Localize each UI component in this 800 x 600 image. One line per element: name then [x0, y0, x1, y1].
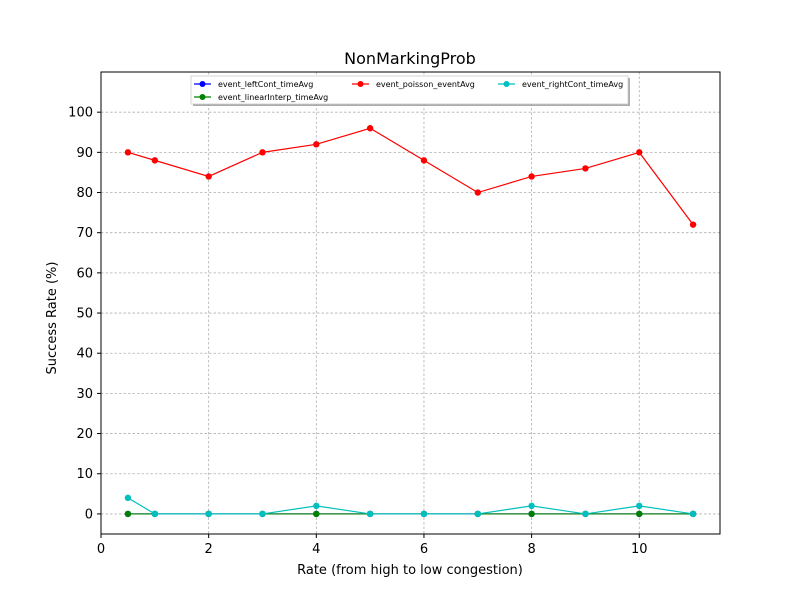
data-point: [313, 141, 320, 148]
data-point: [124, 149, 132, 156]
legend-label: event_poisson_eventAvg: [376, 80, 475, 89]
data-point: [582, 165, 589, 172]
data-point: [528, 173, 535, 180]
data-point: [582, 510, 589, 518]
data-point: [420, 510, 428, 518]
legend-label: event_linearInterp_timeAvg: [218, 93, 328, 102]
y-axis-label: Success Rate (%): [45, 262, 60, 375]
y-tick-label: 30: [76, 387, 93, 402]
legend-swatch-marker: [199, 94, 206, 100]
legend-swatch-marker: [503, 81, 510, 87]
y-tick-label: 60: [76, 266, 93, 281]
chart-title: NonMarkingProb: [344, 49, 476, 68]
legend-swatch-marker: [357, 81, 364, 87]
data-point: [689, 221, 697, 228]
legend-item: event_leftCont_timeAvg: [194, 80, 313, 89]
y-tick-label: 10: [76, 467, 93, 482]
data-point: [689, 510, 697, 518]
x-tick-label: 0: [97, 542, 105, 557]
y-tick-label: 80: [76, 186, 93, 201]
data-point: [124, 494, 132, 502]
legend-item: event_linearInterp_timeAvg: [194, 93, 328, 102]
data-point: [259, 510, 266, 518]
y-tick-label: 50: [76, 307, 93, 322]
data-point: [313, 510, 320, 518]
x-tick-label: 8: [527, 542, 535, 557]
y-tick-label: 100: [68, 106, 93, 121]
y-tick-label: 0: [85, 507, 93, 522]
series-event_rightCont_timeAvg: [124, 494, 697, 518]
series-layer: [124, 125, 697, 518]
data-point: [528, 510, 535, 518]
legend-label: event_leftCont_timeAvg: [218, 80, 313, 89]
y-tick-label: 90: [76, 146, 93, 161]
plot-frame: [100, 71, 721, 535]
x-axis-label: Rate (from high to low congestion): [297, 563, 523, 578]
legend-label: event_rightCont_timeAvg: [522, 80, 623, 89]
data-point: [474, 510, 481, 518]
x-tick-label: 6: [420, 542, 428, 557]
data-point: [636, 510, 643, 518]
legend-item: event_rightCont_timeAvg: [498, 80, 623, 89]
x-tick-label: 2: [205, 542, 213, 557]
legend: event_leftCont_timeAvg event_linearInterp…: [190, 75, 630, 106]
data-point: [313, 502, 320, 510]
series-event_poisson_eventAvg: [124, 125, 697, 228]
data-point: [366, 510, 374, 518]
data-point: [124, 510, 132, 518]
y-tick-label: 70: [76, 226, 93, 241]
y-tick-label: 20: [76, 427, 93, 442]
legend-swatch-marker: [199, 81, 206, 87]
series-line: [127, 127, 694, 226]
data-point: [420, 157, 428, 164]
legend-box: [190, 75, 629, 105]
data-point: [205, 510, 212, 518]
data-point: [636, 149, 643, 156]
legend-item: event_poisson_eventAvg: [352, 80, 475, 89]
x-tick-label: 4: [312, 542, 320, 557]
data-point: [528, 502, 535, 510]
data-point: [474, 189, 481, 196]
data-point: [636, 502, 643, 510]
data-point: [366, 125, 374, 132]
data-point: [259, 149, 266, 156]
x-tick-label: 10: [631, 542, 648, 557]
data-point: [205, 173, 212, 180]
data-point: [151, 510, 159, 518]
series-line: [127, 497, 694, 515]
y-tick-label: 40: [76, 347, 93, 362]
data-point: [151, 157, 159, 164]
